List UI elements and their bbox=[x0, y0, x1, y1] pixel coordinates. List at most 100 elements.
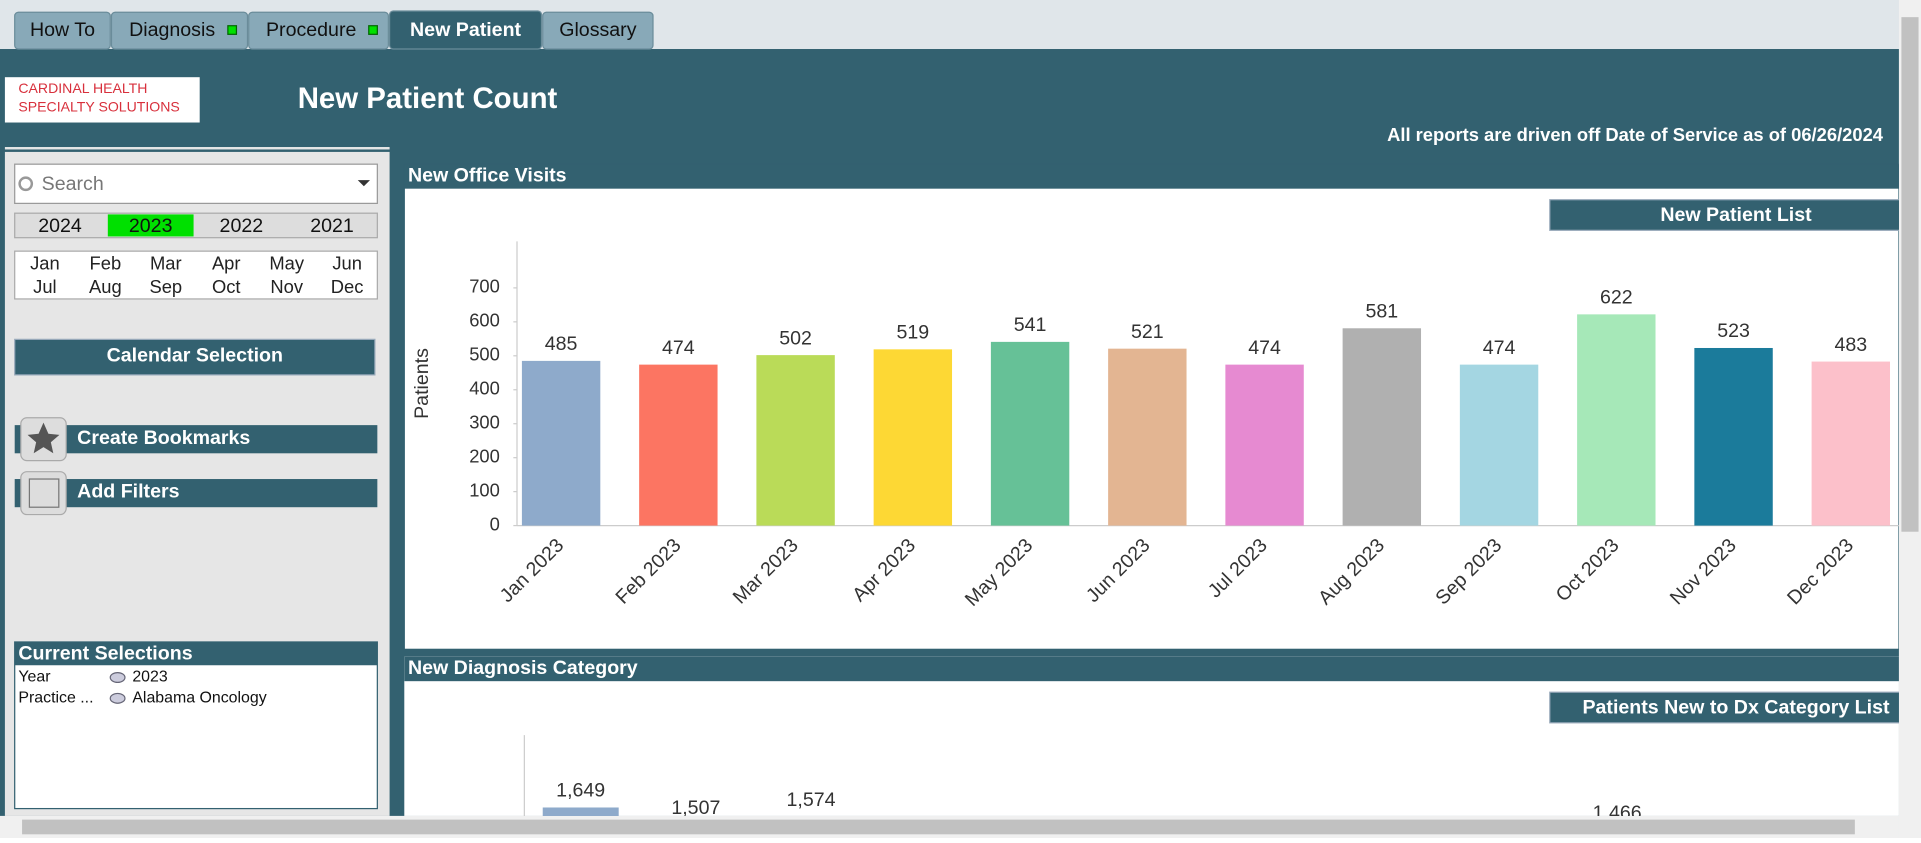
bar bbox=[1577, 314, 1656, 526]
filter-glyph bbox=[28, 478, 60, 508]
bar bbox=[1694, 347, 1773, 526]
y-tick-label: 500 bbox=[469, 344, 500, 365]
month-option[interactable]: Sep bbox=[149, 276, 182, 297]
status-indicator bbox=[227, 25, 238, 35]
y-tick-label: 300 bbox=[469, 412, 500, 433]
bar bbox=[1459, 364, 1539, 526]
bar bbox=[1225, 364, 1304, 526]
bar bbox=[1108, 348, 1187, 526]
chart-title: New Diagnosis Category bbox=[408, 657, 638, 679]
year-option[interactable]: 2022 bbox=[220, 215, 264, 237]
month-option[interactable]: Mar bbox=[150, 252, 182, 273]
chart-panel bbox=[404, 656, 1899, 816]
h-scroll-thumb[interactable] bbox=[22, 819, 1855, 835]
month-grid bbox=[14, 250, 378, 300]
value-label: 474 bbox=[1483, 337, 1516, 359]
bar bbox=[639, 364, 718, 526]
bar bbox=[542, 807, 619, 816]
value-label: 483 bbox=[1834, 334, 1867, 356]
month-option[interactable]: Oct bbox=[212, 276, 241, 297]
v-scroll-thumb[interactable] bbox=[1901, 17, 1919, 532]
y-tick-label: 100 bbox=[469, 479, 500, 500]
list-button[interactable] bbox=[1549, 691, 1905, 724]
date-note: All reports are driven off Date of Servi… bbox=[1387, 124, 1884, 145]
tab-label: New Patient bbox=[410, 19, 522, 41]
status-indicator bbox=[368, 25, 378, 35]
chart-header bbox=[404, 164, 1899, 189]
filters-button[interactable] bbox=[14, 479, 378, 508]
month-option[interactable]: Apr bbox=[212, 252, 241, 273]
month-option[interactable]: Dec bbox=[331, 276, 364, 297]
tab[interactable] bbox=[14, 11, 111, 50]
month-option[interactable]: Aug bbox=[89, 276, 122, 297]
chart-title: New Office Visits bbox=[408, 165, 567, 187]
button-label: Patients New to Dx Category List bbox=[1582, 696, 1890, 718]
divider bbox=[4, 147, 390, 150]
tab-label: Glossary bbox=[559, 19, 637, 41]
value-label: 523 bbox=[1717, 320, 1750, 342]
value-label: 474 bbox=[1248, 337, 1281, 359]
value-label: 485 bbox=[545, 333, 578, 355]
bookmarks-button[interactable] bbox=[14, 425, 378, 454]
year-bar bbox=[14, 212, 378, 239]
search-icon bbox=[18, 176, 34, 192]
button-label: Create Bookmarks bbox=[77, 427, 250, 449]
selection-value: Alabama Oncology bbox=[132, 690, 266, 707]
value-label: 1,466 bbox=[1593, 802, 1642, 824]
search-placeholder: Search bbox=[42, 173, 104, 195]
month-option[interactable]: Jul bbox=[33, 276, 56, 297]
calendar-button[interactable] bbox=[14, 338, 376, 376]
month-option[interactable]: Jan bbox=[30, 252, 60, 273]
tab-label: How To bbox=[30, 19, 95, 41]
month-option[interactable]: May bbox=[269, 252, 305, 273]
value-label: 1,649 bbox=[556, 780, 605, 802]
page-title: New Patient Count bbox=[298, 82, 558, 115]
value-label: 519 bbox=[896, 322, 929, 344]
selection-field: Year bbox=[18, 669, 51, 686]
logo-text: SPECIALTY SOLUTIONS bbox=[18, 99, 179, 115]
month-option[interactable]: Jun bbox=[332, 252, 362, 273]
selections-box bbox=[14, 641, 378, 810]
dropdown-arrow[interactable] bbox=[357, 180, 370, 187]
year-option[interactable]: 2023 bbox=[129, 215, 173, 237]
value-label: 581 bbox=[1365, 301, 1398, 323]
value-label: 502 bbox=[779, 327, 812, 349]
y-axis-label: Patients bbox=[411, 348, 433, 419]
tab[interactable] bbox=[388, 10, 543, 50]
tab-label: Diagnosis bbox=[129, 19, 215, 41]
selection-field: Practice ... bbox=[18, 690, 93, 707]
bar bbox=[1811, 361, 1891, 526]
value-label: 541 bbox=[1014, 314, 1047, 336]
search-box[interactable] bbox=[14, 163, 378, 204]
bar bbox=[521, 360, 601, 526]
bar bbox=[990, 341, 1070, 526]
tab[interactable] bbox=[110, 11, 249, 50]
value-label: 1,574 bbox=[787, 789, 836, 811]
y-tick-label: 700 bbox=[469, 276, 500, 297]
year-option[interactable]: 2024 bbox=[38, 215, 82, 237]
value-label: 521 bbox=[1131, 321, 1164, 343]
chart: New Diagnosis Category Patients New to Dx… bbox=[404, 656, 1905, 824]
bar bbox=[1342, 328, 1422, 526]
selections-title: Current Selections bbox=[18, 642, 192, 664]
year-option[interactable]: 2021 bbox=[310, 215, 354, 237]
bar bbox=[756, 355, 835, 526]
logo-box bbox=[4, 77, 200, 123]
y-tick-label: 400 bbox=[469, 378, 500, 399]
clear-icon bbox=[109, 671, 126, 684]
tab[interactable] bbox=[542, 11, 654, 50]
logo-text: CARDINAL HEALTH bbox=[18, 80, 147, 96]
value-label: 1,507 bbox=[671, 797, 720, 819]
bar bbox=[873, 349, 953, 526]
value-label: 622 bbox=[1600, 287, 1633, 309]
tab[interactable] bbox=[248, 11, 389, 50]
month-option[interactable]: Nov bbox=[270, 276, 303, 297]
year-selected bbox=[107, 214, 194, 237]
month-option[interactable]: Feb bbox=[90, 252, 122, 273]
tab-label: Procedure bbox=[266, 19, 357, 41]
clear-icon bbox=[109, 692, 126, 704]
list-button[interactable] bbox=[1549, 199, 1905, 231]
chart-header bbox=[404, 656, 1899, 682]
